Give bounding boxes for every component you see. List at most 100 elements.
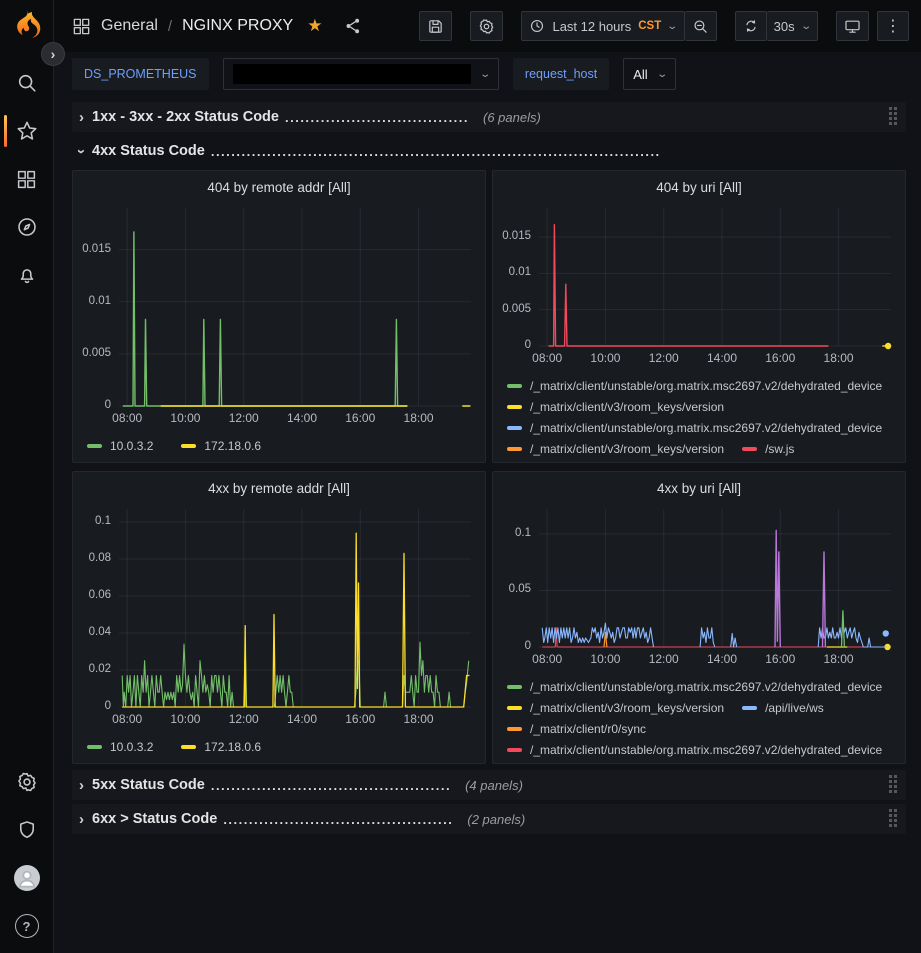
breadcrumb-folder[interactable]: General <box>101 17 158 34</box>
save-dashboard-button[interactable] <box>419 11 453 41</box>
legend-item[interactable]: /_matrix/client/unstable/org.matrix.msc2… <box>507 379 882 393</box>
panel-title[interactable]: 404 by uri [All] <box>493 174 905 200</box>
legend-item[interactable]: /_matrix/client/unstable/org.matrix.msc2… <box>507 421 882 435</box>
row-panel-count: (4 panels) <box>465 777 523 793</box>
panel-title[interactable]: 4xx by remote addr [All] <box>73 475 485 501</box>
chevron-down-icon: ⌄ <box>655 68 668 80</box>
legend-item[interactable]: /_matrix/client/unstable/org.matrix.msc2… <box>507 743 882 757</box>
time-series-chart[interactable]: 08:00 10:00 12:00 14:00 16:00 18:00 0 0.02 0.04 0… <box>73 509 485 731</box>
legend-item[interactable]: /_matrix/client/unstable/org.matrix.msc2… <box>507 680 882 694</box>
row-5xx[interactable]: › 5xx Status Code ......................… <box>72 770 906 800</box>
chevron-down-icon: ⌄ <box>799 20 812 32</box>
panel-legend: 10.0.3.2 172.18.0.6 <box>73 731 485 754</box>
row-title: 4xx Status Code <box>92 143 205 159</box>
chart-panel: 404 by remote addr [All] 08:00 10:00 12:00… <box>72 170 486 463</box>
legend-item[interactable]: /_matrix/client/v3/room_keys/version <box>507 701 724 715</box>
sidebar-item-alerting[interactable] <box>0 252 54 298</box>
x-axis-tick: 18:00 <box>823 652 854 666</box>
chart-panel: 4xx by uri [All] 08:00 10:00 12:00 14:00 16:… <box>492 471 906 764</box>
request-host-value: All <box>633 66 648 82</box>
refresh-interval-picker[interactable]: 30s ⌄ <box>766 11 818 41</box>
x-axis-tick: 10:00 <box>170 411 201 425</box>
legend-item[interactable]: /sw.js <box>742 442 794 456</box>
y-axis-tick: 0.06 <box>88 588 111 601</box>
favorite-star-icon[interactable]: ★ <box>307 16 323 35</box>
chevron-right-icon: › <box>79 776 84 794</box>
legend-swatch <box>507 384 522 388</box>
time-range-picker[interactable]: Last 12 hours CST ⌄ <box>521 11 685 41</box>
time-series-chart[interactable]: 08:00 10:00 12:00 14:00 16:00 18:00 0 0.005 0.01… <box>73 208 485 430</box>
legend-item[interactable]: 172.18.0.6 <box>181 740 261 754</box>
row-drag-handle[interactable] <box>889 775 899 795</box>
time-controls: Last 12 hours CST ⌄ <box>521 11 717 41</box>
sidebar-item-explore[interactable] <box>0 204 54 250</box>
legend-item[interactable]: /_matrix/client/r0/sync <box>507 722 646 736</box>
legend-item[interactable]: /_matrix/client/v3/room_keys/version <box>507 442 724 456</box>
legend-swatch <box>507 405 522 409</box>
request-host-variable-label[interactable]: request_host <box>512 58 610 90</box>
avatar <box>13 865 40 891</box>
panel-legend: 10.0.3.2 172.18.0.6 <box>73 430 485 453</box>
panel-title[interactable]: 404 by remote addr [All] <box>73 174 485 200</box>
grafana-logo[interactable] <box>10 8 44 42</box>
y-axis-tick: 0.01 <box>508 266 531 279</box>
time-series-chart[interactable]: 08:00 10:00 12:00 14:00 16:00 18:00 0 0.005 0.01… <box>493 208 905 370</box>
chevron-right-icon: › <box>79 108 84 126</box>
legend-swatch <box>507 727 522 731</box>
sidebar-item-server-admin[interactable] <box>0 807 54 853</box>
legend-swatch <box>507 426 522 430</box>
sidebar-item-profile[interactable] <box>0 855 54 901</box>
legend-swatch <box>742 447 758 451</box>
legend-swatch <box>507 706 522 710</box>
sidebar-item-help[interactable]: ? <box>0 903 54 949</box>
more-options-button[interactable]: ⋮ <box>877 11 909 41</box>
legend-item[interactable]: /_matrix/client/v3/room_keys/version <box>507 400 724 414</box>
datasource-variable-dropdown[interactable]: ⌄ <box>222 58 499 90</box>
legend-item[interactable]: 10.0.3.2 <box>87 740 153 754</box>
x-axis-tick: 12:00 <box>228 712 259 726</box>
panel-title-text: 4xx by remote addr [All] <box>208 480 350 496</box>
sidebar-item-configuration[interactable] <box>0 759 54 805</box>
legend-swatch <box>181 444 197 448</box>
time-series-chart[interactable]: 08:00 10:00 12:00 14:00 16:00 18:00 0 0.05 0.1 <box>493 509 905 671</box>
panel-title-text: 4xx by uri [All] <box>656 480 742 496</box>
row-6xx[interactable]: › 6xx > Status Code ....................… <box>72 804 906 834</box>
sidebar-expand-button[interactable]: › <box>41 42 65 66</box>
share-icon[interactable] <box>344 17 362 35</box>
x-axis-tick: 10:00 <box>590 652 621 666</box>
refresh-button[interactable] <box>734 11 767 41</box>
sidebar-item-starred[interactable] <box>0 108 54 154</box>
x-axis-tick: 08:00 <box>532 652 563 666</box>
sidebar-item-search[interactable] <box>0 60 54 106</box>
x-axis-tick: 14:00 <box>286 411 317 425</box>
x-axis-tick: 16:00 <box>345 411 376 425</box>
row-drag-handle[interactable] <box>889 107 899 127</box>
row-title: 1xx - 3xx - 2xx Status Code <box>92 109 279 125</box>
row-drag-handle[interactable] <box>889 809 899 829</box>
x-axis-tick: 18:00 <box>403 411 434 425</box>
redacted-value <box>232 64 471 84</box>
sidebar-item-dashboards[interactable] <box>0 156 54 202</box>
y-axis-tick: 0.1 <box>95 514 111 527</box>
datasource-variable-label[interactable]: DS_PROMETHEUS <box>72 58 209 90</box>
panel-title[interactable]: 4xx by uri [All] <box>493 475 905 501</box>
x-axis-tick: 16:00 <box>345 712 376 726</box>
chevron-down-icon: ⌄ <box>666 20 679 32</box>
dashboard-settings-button[interactable] <box>470 11 504 41</box>
row-1xx-3xx-2xx[interactable]: › 1xx - 3xx - 2xx Status Code ..........… <box>72 102 906 132</box>
breadcrumb-dashboard-title[interactable]: NGINX PROXY <box>182 17 294 34</box>
zoom-out-time-button[interactable] <box>684 11 717 41</box>
y-axis-tick: 0.05 <box>508 583 531 596</box>
legend-item[interactable]: 10.0.3.2 <box>87 439 153 453</box>
row-4xx[interactable]: › 4xx Status Code ......................… <box>72 136 906 166</box>
cycle-view-mode-button[interactable] <box>836 11 869 41</box>
x-axis-tick: 10:00 <box>590 351 621 365</box>
legend-item[interactable]: 172.18.0.6 <box>181 439 261 453</box>
dashboard-variables: DS_PROMETHEUS ⌄ request_host All ⌄ <box>54 52 921 96</box>
panel-title-text: 404 by remote addr [All] <box>207 179 351 195</box>
legend-swatch <box>507 748 522 752</box>
legend-item[interactable]: /api/live/ws <box>742 701 824 715</box>
request-host-variable-dropdown[interactable]: All ⌄ <box>623 58 677 90</box>
refresh-icon <box>746 19 756 33</box>
y-axis-tick: 0.005 <box>82 346 111 359</box>
